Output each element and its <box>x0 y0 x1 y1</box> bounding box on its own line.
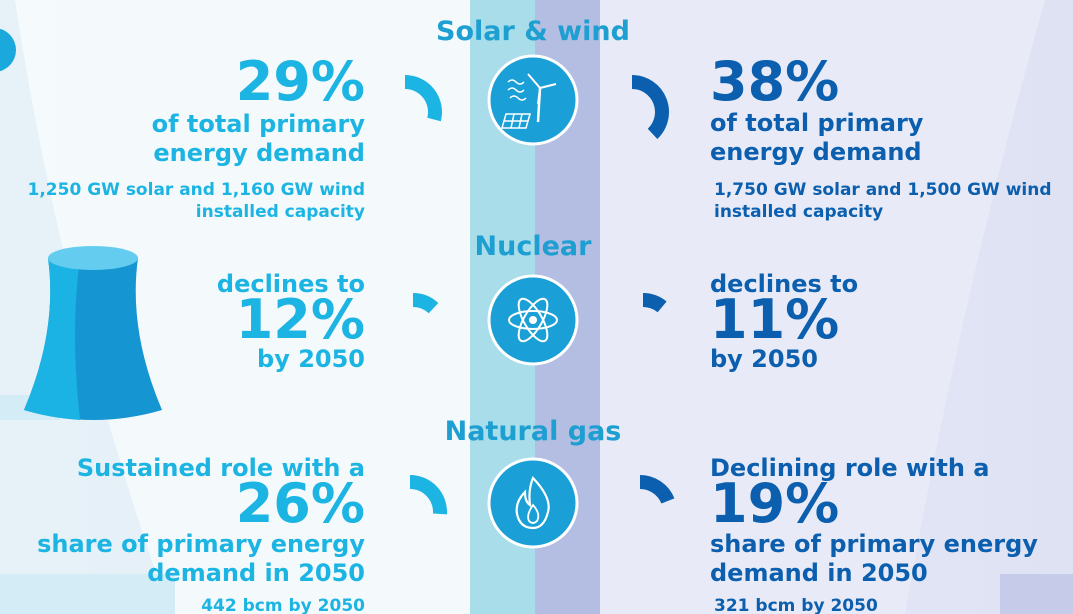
infographic: Solar & wind29%of total primaryenergy de… <box>0 0 1073 614</box>
share-value: 38% <box>710 50 839 113</box>
section-title: Nuclear <box>475 231 593 262</box>
ground-right <box>1000 574 1073 614</box>
note-text: installed capacity <box>714 202 883 222</box>
tail-text: by 2050 <box>710 345 818 373</box>
nuclear-icon <box>489 276 577 364</box>
tail-text: of total primary <box>152 110 366 138</box>
tail-text: by 2050 <box>257 345 365 373</box>
gas-icon <box>489 459 577 547</box>
note-text: installed capacity <box>196 202 365 222</box>
section-title: Solar & wind <box>436 16 630 47</box>
share-arc <box>643 300 662 307</box>
tail-text: energy demand <box>710 138 922 166</box>
tail-text: share of primary energy <box>37 530 365 558</box>
section-title: Natural gas <box>445 416 622 447</box>
tail-text: of total primary <box>710 109 924 137</box>
solar-wind-icon <box>489 56 577 144</box>
tail-text: demand in 2050 <box>710 559 928 587</box>
share-value: 12% <box>236 288 365 351</box>
note-text: 442 bcm by 2050 <box>201 596 365 614</box>
share-value: 11% <box>710 288 839 351</box>
page: Solar & wind29%of total primaryenergy de… <box>0 0 1073 614</box>
icons <box>489 56 577 547</box>
tail-text: demand in 2050 <box>147 559 365 587</box>
note-text: 1,250 GW solar and 1,160 GW wind <box>28 180 366 200</box>
note-text: 321 bcm by 2050 <box>714 596 878 614</box>
share-arc <box>413 300 434 308</box>
tail-text: share of primary energy <box>710 530 1038 558</box>
share-value: 26% <box>236 472 365 535</box>
note-text: 1,750 GW solar and 1,500 GW wind <box>714 180 1052 200</box>
share-value: 29% <box>236 50 365 113</box>
tail-text: energy demand <box>153 139 365 167</box>
share-value: 19% <box>710 472 839 535</box>
